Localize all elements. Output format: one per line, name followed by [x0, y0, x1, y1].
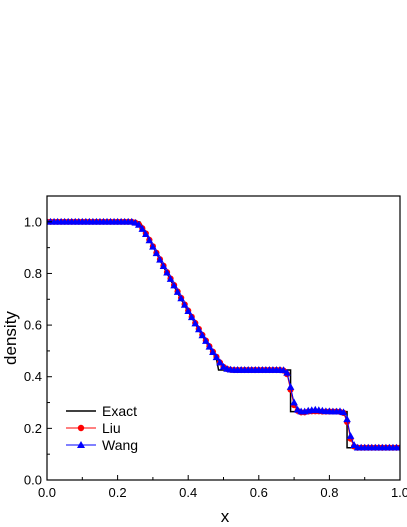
- data-point-wang: [346, 432, 355, 439]
- data-point-wang: [216, 358, 224, 366]
- data-point-wang: [202, 337, 210, 344]
- y-axis-label: density: [1, 311, 20, 365]
- data-point-wang: [212, 353, 221, 361]
- x-tick-label: 0.0: [38, 485, 56, 500]
- y-tick-label: 0.4: [24, 369, 42, 384]
- data-point-wang: [159, 262, 168, 270]
- data-point-wang: [142, 230, 150, 238]
- data-point-wang: [191, 319, 200, 327]
- data-point-wang: [170, 281, 178, 289]
- legend-marker-liu: [77, 424, 85, 432]
- x-tick-label: 0.4: [179, 485, 197, 500]
- data-point-wang: [138, 225, 147, 232]
- series-line-exact: [47, 221, 400, 449]
- data-point-wang: [156, 255, 164, 263]
- data-point-wang: [187, 313, 196, 321]
- data-point-wang: [209, 348, 217, 355]
- y-tick-label: 0.2: [24, 421, 42, 436]
- legend-label-liu: Liu: [102, 420, 121, 436]
- legend-label-exact: Exact: [102, 403, 137, 419]
- data-point-wang: [166, 275, 175, 282]
- legend-marker-wang: [77, 441, 85, 448]
- data-point-wang: [180, 300, 189, 308]
- data-point-wang: [290, 398, 298, 406]
- data-point-wang: [177, 294, 185, 302]
- x-tick-label: 0.8: [320, 485, 338, 500]
- data-point-wang: [134, 220, 143, 228]
- data-point-wang: [343, 415, 351, 423]
- data-point-wang: [283, 368, 291, 376]
- x-tick-label: 0.6: [250, 485, 268, 500]
- x-axis-label: x: [221, 507, 230, 526]
- y-tick-label: 0.6: [24, 318, 42, 333]
- data-point-wang: [149, 242, 157, 250]
- legend-label-wang: Wang: [102, 437, 138, 453]
- data-point-wang: [163, 268, 171, 276]
- legend: Exact Liu Wang: [66, 403, 138, 453]
- data-point-wang: [152, 249, 161, 257]
- y-tick-label: 1.0: [24, 214, 42, 229]
- data-point-wang: [339, 408, 348, 416]
- data-point-wang: [145, 236, 154, 244]
- x-tick-label: 1.0: [391, 485, 407, 500]
- data-point-wang: [184, 307, 192, 314]
- y-tick-label: 0.8: [24, 266, 42, 281]
- x-tick-label: 0.2: [109, 485, 127, 500]
- data-point-wang: [205, 342, 214, 350]
- data-point-wang: [198, 331, 207, 339]
- data-point-wang: [194, 325, 203, 333]
- data-point-wang: [279, 366, 288, 374]
- y-tick-label: 0.0: [24, 473, 42, 488]
- data-point-wang: [396, 443, 400, 451]
- data-point-wang: [286, 383, 295, 390]
- data-point-wang: [350, 441, 358, 448]
- ticks-layer: 0.0 0.2 0.4 0.6 0.8 1.0 0.0 0.2 0.4 0.6 0.8 1.0: [24, 214, 407, 500]
- data-point-wang: [173, 288, 182, 295]
- series-layer: [47, 217, 400, 451]
